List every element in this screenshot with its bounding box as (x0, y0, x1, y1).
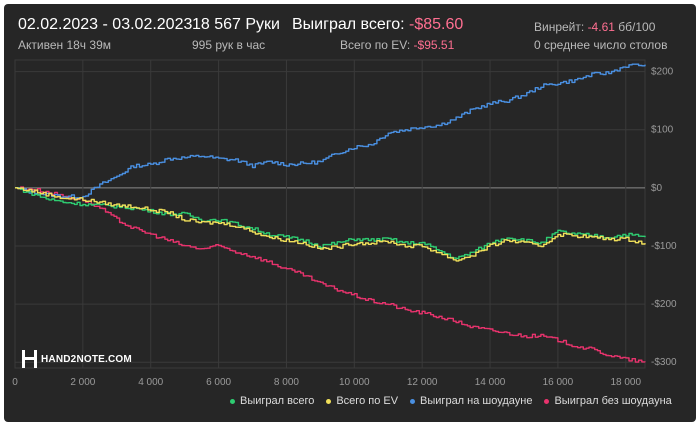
series-line-3 (15, 186, 646, 363)
hands-count: 18 567 Руки (192, 16, 280, 33)
legend-label: Всего по EV (336, 395, 399, 407)
active-time: Активен 18ч 39м (18, 38, 111, 52)
x-tick-label: 8 000 (274, 377, 299, 388)
y-tick-label: $200 (651, 67, 674, 78)
won-total: Выиграл всего: -$85.60 (292, 16, 463, 34)
won-total-label: Выиграл всего: (292, 16, 405, 33)
x-tick-label: 18 000 (610, 377, 641, 388)
hand2note-logo-icon (22, 350, 38, 368)
legend-label: Выиграл всего (240, 395, 315, 407)
x-tick-label: 2 000 (70, 377, 95, 388)
hands-per-hour: 995 рук в час (192, 38, 266, 52)
x-tick-label: 10 000 (339, 377, 370, 388)
legend-item-won-total[interactable]: Выиграл всего (230, 395, 314, 407)
x-tick-label: 6 000 (206, 377, 231, 388)
chart-panel: 02.02.2023 - 03.02.2023 Активен 18ч 39м … (4, 4, 696, 422)
legend-label: Выиграл на шоудауне (420, 395, 533, 407)
y-tick-label: -$300 (651, 357, 677, 368)
legend-dot (326, 398, 332, 404)
date-range: 02.02.2023 - 03.02.2023 (18, 16, 193, 33)
avg-tables: 0 среднее число столов (534, 38, 668, 52)
plot-area (14, 59, 646, 369)
winrate-label: Винрейт: (534, 20, 585, 34)
legend-dot (544, 398, 550, 404)
y-tick-label: $0 (651, 183, 663, 194)
legend-item-ev-total[interactable]: Всего по EV (326, 395, 398, 407)
y-tick-label: $100 (651, 125, 674, 136)
x-tick-label: 14 000 (475, 377, 506, 388)
winrate-value: -4.61 (587, 20, 615, 34)
winrate: Винрейт: -4.61 бб/100 (534, 20, 655, 34)
ev-total: Всего по EV: -$95.51 (340, 38, 454, 52)
x-tick-label: 16 000 (543, 377, 574, 388)
series-line-2 (15, 187, 646, 262)
y-tick-label: -$100 (651, 241, 677, 252)
chart-legend: Выиграл всего Всего по EV Выиграл на шоу… (230, 395, 672, 407)
x-tick-label: 12 000 (407, 377, 438, 388)
legend-label: Выиграл без шоудауна (554, 395, 672, 407)
ev-total-label: Всего по EV: (340, 38, 411, 52)
x-tick-label: 0 (12, 377, 18, 388)
legend-dot (230, 398, 235, 404)
ev-total-value: -$95.51 (413, 38, 455, 52)
winrate-unit: бб/100 (618, 20, 656, 34)
hand2note-logo: HAND2NOTE.COM (22, 350, 132, 368)
won-total-value: -$85.60 (409, 16, 464, 33)
y-tick-label: -$200 (651, 299, 677, 310)
hand2note-logo-text: HAND2NOTE.COM (41, 353, 132, 365)
legend-dot (410, 398, 416, 404)
x-tick-label: 4 000 (138, 377, 163, 388)
series-line-1 (15, 187, 646, 260)
legend-item-showdown[interactable]: Выиграл на шоудауне (410, 395, 532, 407)
legend-item-non-showdown[interactable]: Выиграл без шоудауна (544, 395, 672, 407)
series-line-0 (15, 63, 646, 199)
